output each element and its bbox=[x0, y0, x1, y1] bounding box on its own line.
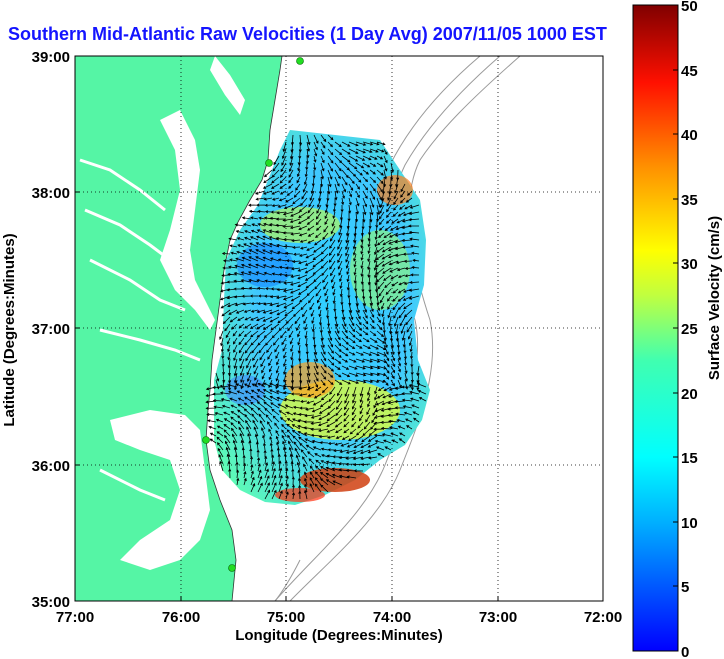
colorbar-tick-label: 5 bbox=[681, 579, 689, 596]
land-mass bbox=[75, 56, 283, 601]
x-tick-label: 74:00 bbox=[373, 609, 411, 626]
colorbar-tick-label: 15 bbox=[681, 450, 698, 467]
colorbar-label: Surface Velocity (cm/s) bbox=[706, 216, 723, 380]
y-tick-label: 39:00 bbox=[32, 49, 70, 66]
y-tick-label: 35:00 bbox=[32, 594, 70, 611]
colorbar-tick-label: 45 bbox=[681, 63, 698, 80]
radar-site-marker bbox=[228, 564, 236, 572]
colorbar-tick-label: 35 bbox=[681, 192, 698, 209]
x-tick-label: 72:00 bbox=[584, 609, 622, 626]
colorbar-gradient bbox=[632, 4, 679, 652]
map-title: Southern Mid-Atlantic Raw Velocities (1 … bbox=[8, 24, 607, 44]
colorbar-tick-label: 40 bbox=[681, 127, 698, 144]
radar-site-marker bbox=[202, 436, 210, 444]
grid-lines bbox=[75, 56, 603, 601]
y-axis-label: Latitude (Degrees:Minutes) bbox=[1, 233, 18, 426]
y-tick-label: 36:00 bbox=[32, 458, 70, 475]
colorbar-tick-label: 20 bbox=[681, 386, 698, 403]
x-tick-label: 76:00 bbox=[162, 609, 200, 626]
colorbar-tick-label: 25 bbox=[681, 321, 698, 338]
x-tick-label: 73:00 bbox=[479, 609, 517, 626]
velocity-arrows bbox=[205, 134, 427, 500]
colorbar-tick-label: 0 bbox=[681, 644, 689, 659]
colorbar: 50 45 40 35 30 25 20 15 10 5 0 Surface V… bbox=[632, 0, 723, 659]
radar-site-marker bbox=[296, 57, 304, 65]
colorbar-tick-label: 50 bbox=[681, 0, 698, 15]
y-tick-label: 37:00 bbox=[32, 321, 70, 338]
x-tick-label: 75:00 bbox=[267, 609, 305, 626]
radar-site-marker bbox=[265, 159, 273, 167]
colorbar-tick-label: 30 bbox=[681, 256, 698, 273]
y-tick-label: 38:00 bbox=[32, 185, 70, 202]
x-axis-label: Longitude (Degrees:Minutes) bbox=[235, 627, 443, 644]
colorbar-tick-label: 10 bbox=[681, 515, 698, 532]
x-tick-label: 77:00 bbox=[56, 609, 94, 626]
velocity-field bbox=[205, 130, 430, 505]
